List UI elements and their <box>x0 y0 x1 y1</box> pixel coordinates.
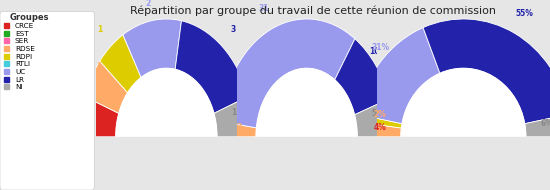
Text: 10: 10 <box>368 47 379 56</box>
Text: Temps de parole
(mots prononcés): Temps de parole (mots prononcés) <box>428 166 499 186</box>
Text: 4%: 4% <box>374 123 387 132</box>
Bar <box>213 137 400 190</box>
Text: 1: 1 <box>96 108 102 117</box>
Wedge shape <box>221 19 355 128</box>
Text: Répartition par groupe du travail de cette réunion de commission: Répartition par groupe du travail de cet… <box>130 6 497 16</box>
Text: 2%: 2% <box>374 110 387 119</box>
Text: 3: 3 <box>230 25 236 34</box>
Text: Présents: Présents <box>149 177 184 186</box>
Wedge shape <box>175 21 248 113</box>
Text: 1: 1 <box>231 108 236 117</box>
Wedge shape <box>423 19 550 124</box>
Text: 31: 31 <box>258 4 269 13</box>
Text: 1: 1 <box>97 25 102 34</box>
Text: 2: 2 <box>236 123 242 132</box>
Text: Interventions: Interventions <box>280 177 333 186</box>
Wedge shape <box>123 19 182 78</box>
Bar <box>347 137 550 190</box>
Text: 6%: 6% <box>540 119 550 128</box>
Wedge shape <box>214 97 254 137</box>
Circle shape <box>256 68 357 190</box>
Text: 55%: 55% <box>515 9 534 18</box>
Wedge shape <box>356 122 402 137</box>
Text: 1: 1 <box>96 62 102 71</box>
Wedge shape <box>79 97 119 137</box>
Wedge shape <box>100 35 141 93</box>
Circle shape <box>401 68 526 190</box>
Legend: CRCE, EST, SER, RDSE, RDPI, RTLI, UC, LR, NI: CRCE, EST, SER, RDSE, RDPI, RTLI, UC, LR… <box>2 21 37 93</box>
Wedge shape <box>85 61 128 113</box>
Wedge shape <box>358 28 440 124</box>
Circle shape <box>116 68 217 190</box>
Text: 31%: 31% <box>371 43 389 52</box>
Wedge shape <box>354 99 394 137</box>
Text: 5: 5 <box>371 109 377 118</box>
Text: Groupes: Groupes <box>10 13 49 22</box>
Wedge shape <box>525 114 550 137</box>
Bar <box>73 137 260 190</box>
FancyBboxPatch shape <box>0 11 95 190</box>
Wedge shape <box>357 114 402 128</box>
Text: 2: 2 <box>146 0 151 8</box>
Wedge shape <box>219 121 256 137</box>
Wedge shape <box>335 39 389 115</box>
